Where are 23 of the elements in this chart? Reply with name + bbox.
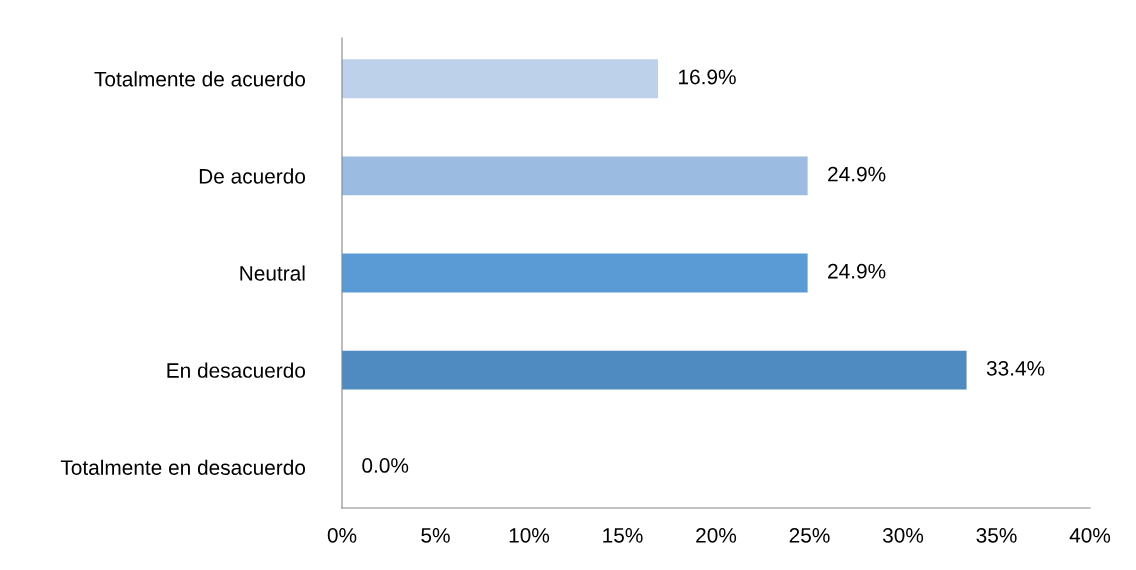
y-tick-label: Neutral [240,265,305,281]
bar [342,350,967,390]
bar [342,253,808,293]
x-tick-label: 25% [789,527,830,543]
x-tick-label: 20% [696,527,737,543]
y-tick-label: Totalmente en desacuerdo [60,459,306,475]
x-tick-label: 10% [509,527,550,543]
data-label: 24.9% [828,166,886,182]
x-tick-label: 15% [603,528,643,543]
x-tick-label: 0% [327,527,357,543]
y-tick-label: Totalmente de acuerdo [94,71,306,87]
data-label: 24.9% [828,263,886,279]
y-tick-label: De acuerdo [199,168,306,184]
x-tick-label: 35% [976,527,1017,543]
data-label: 16.9% [679,69,736,85]
x-tick-label: 5% [421,528,450,543]
y-tick-label: En desacuerdo [167,362,306,378]
bar [342,59,659,99]
data-label: 0.0% [362,458,409,473]
x-tick-label: 40% [1069,527,1111,543]
data-label: 33.4% [986,360,1045,376]
bar [342,156,808,196]
x-tick-label: 30% [882,527,924,543]
